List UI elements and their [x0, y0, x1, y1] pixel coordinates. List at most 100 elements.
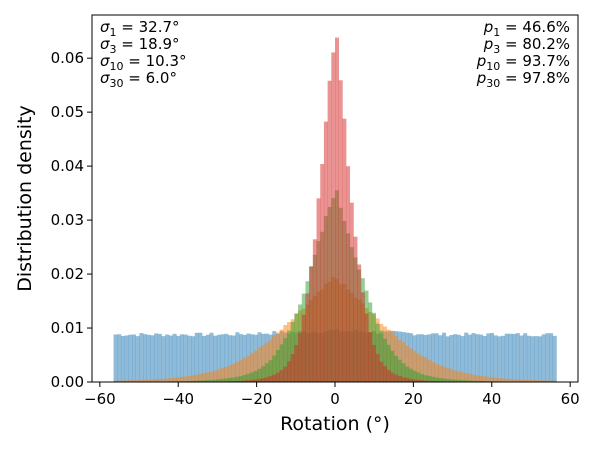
- bar: [168, 378, 173, 382]
- bar: [453, 379, 458, 382]
- bar: [346, 166, 351, 382]
- bar: [504, 333, 509, 382]
- bar: [478, 380, 483, 382]
- bar: [216, 334, 221, 382]
- bar: [143, 334, 148, 382]
- bar: [253, 370, 258, 382]
- bar: [497, 378, 502, 382]
- bar: [416, 379, 421, 382]
- bar: [124, 335, 129, 382]
- bar: [475, 375, 480, 382]
- annotation-1: σ3 = 18.9°: [100, 35, 180, 56]
- bar: [187, 380, 192, 382]
- bar: [405, 366, 410, 382]
- bar: [401, 363, 406, 382]
- bar: [504, 378, 509, 382]
- bar: [530, 380, 535, 382]
- bar: [135, 380, 140, 382]
- bar: [132, 380, 137, 382]
- bar: [430, 333, 435, 382]
- bar: [486, 376, 491, 382]
- bar: [335, 37, 339, 382]
- annotation-3: p30 = 97.8%: [476, 69, 570, 90]
- bar: [478, 334, 483, 382]
- bar: [508, 333, 513, 382]
- bar: [150, 379, 155, 382]
- y-tick-label: 0.06: [51, 49, 84, 67]
- bar: [526, 379, 531, 382]
- bar: [224, 366, 229, 382]
- bar: [482, 376, 487, 382]
- bar: [202, 373, 207, 382]
- x-axis-label: Rotation (°): [280, 413, 390, 435]
- bar: [430, 362, 435, 382]
- bar: [168, 335, 173, 382]
- bar: [449, 379, 454, 382]
- bar: [187, 375, 192, 382]
- bar: [124, 380, 129, 382]
- bar: [427, 334, 432, 382]
- annotation-3: σ30 = 6.0°: [100, 69, 177, 90]
- bar: [202, 380, 207, 382]
- bar: [290, 354, 295, 382]
- bar: [312, 239, 317, 382]
- bar: [467, 334, 472, 382]
- bar: [379, 330, 384, 382]
- bar: [430, 376, 435, 382]
- annotation-2: p10 = 93.7%: [476, 52, 570, 73]
- bar: [242, 380, 247, 382]
- bar: [471, 374, 476, 382]
- bar: [157, 333, 162, 382]
- bar: [523, 333, 528, 382]
- bar: [453, 334, 458, 382]
- bar: [287, 361, 292, 382]
- annotation-2: σ10 = 10.3°: [100, 52, 187, 73]
- y-axis: 0.00 0.01 0.02 0.03 0.04 0.05 0.06: [51, 49, 92, 391]
- bar: [541, 380, 546, 382]
- bar: [475, 334, 480, 382]
- y-tick-label: 0.04: [51, 157, 84, 175]
- bar: [357, 264, 362, 382]
- bar: [545, 333, 550, 382]
- bar: [227, 335, 232, 382]
- bar: [143, 379, 148, 382]
- bar: [423, 380, 428, 382]
- bar: [464, 380, 469, 382]
- bar: [515, 379, 520, 382]
- bar: [191, 380, 196, 382]
- bar: [235, 376, 240, 382]
- bar: [128, 334, 133, 382]
- series-3: [113, 37, 557, 383]
- bar: [390, 372, 395, 382]
- bar: [176, 377, 181, 382]
- bar: [165, 378, 170, 382]
- bar: [257, 368, 262, 382]
- bar: [216, 379, 221, 382]
- bar: [408, 378, 413, 382]
- bar: [242, 374, 247, 382]
- bar: [198, 380, 203, 382]
- bar: [515, 333, 520, 382]
- bar: [408, 368, 413, 382]
- bar: [501, 378, 506, 382]
- bar: [246, 355, 251, 382]
- bar: [412, 370, 417, 382]
- bar: [423, 375, 428, 382]
- bar: [460, 372, 465, 382]
- bar: [549, 333, 554, 382]
- bar: [501, 335, 506, 382]
- bar: [268, 360, 273, 382]
- bar: [526, 335, 531, 382]
- bar: [257, 347, 262, 382]
- bar: [132, 334, 137, 382]
- bar: [445, 336, 450, 382]
- bar: [453, 370, 458, 382]
- bar: [545, 380, 550, 382]
- bar: [471, 380, 476, 382]
- x-tick-label: −40: [162, 390, 194, 408]
- bar: [205, 380, 210, 382]
- bar: [250, 379, 255, 382]
- bar: [309, 266, 314, 382]
- bar: [386, 369, 391, 382]
- bar: [279, 344, 284, 382]
